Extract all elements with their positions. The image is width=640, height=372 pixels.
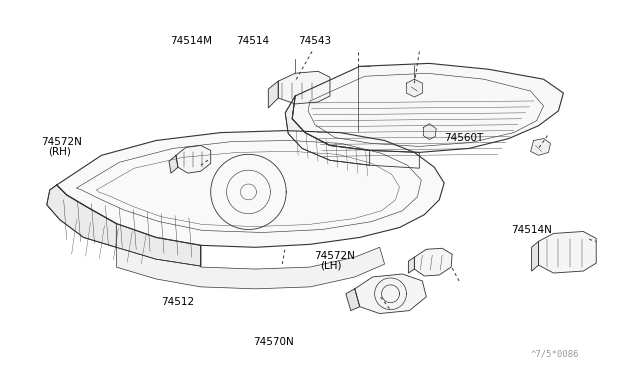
Text: 74514N: 74514N [511, 225, 552, 235]
Text: 74514M: 74514M [170, 36, 212, 46]
Text: 74560T: 74560T [444, 133, 483, 143]
Polygon shape [169, 155, 178, 173]
Polygon shape [268, 81, 278, 108]
Polygon shape [176, 145, 211, 173]
Text: 74543: 74543 [298, 36, 331, 46]
Polygon shape [285, 96, 370, 165]
Polygon shape [408, 257, 414, 273]
Polygon shape [414, 248, 452, 276]
Text: 74514: 74514 [236, 36, 269, 46]
Polygon shape [355, 274, 426, 314]
Polygon shape [423, 124, 436, 140]
Text: 74572N: 74572N [314, 251, 355, 261]
Polygon shape [285, 96, 419, 168]
Polygon shape [278, 71, 330, 104]
Polygon shape [292, 63, 563, 153]
Text: 74572N: 74572N [42, 137, 83, 147]
Polygon shape [47, 185, 201, 266]
Polygon shape [47, 185, 116, 247]
Polygon shape [532, 241, 539, 271]
Polygon shape [116, 245, 385, 289]
Text: 74512: 74512 [161, 297, 194, 307]
Polygon shape [406, 79, 422, 97]
Polygon shape [346, 289, 360, 311]
Polygon shape [57, 131, 444, 247]
Text: (LH): (LH) [320, 260, 342, 270]
Polygon shape [539, 231, 596, 273]
Text: 74570N: 74570N [253, 337, 294, 347]
Polygon shape [531, 138, 550, 155]
Text: ^7/5*0086: ^7/5*0086 [531, 350, 579, 359]
Text: (RH): (RH) [48, 146, 71, 156]
